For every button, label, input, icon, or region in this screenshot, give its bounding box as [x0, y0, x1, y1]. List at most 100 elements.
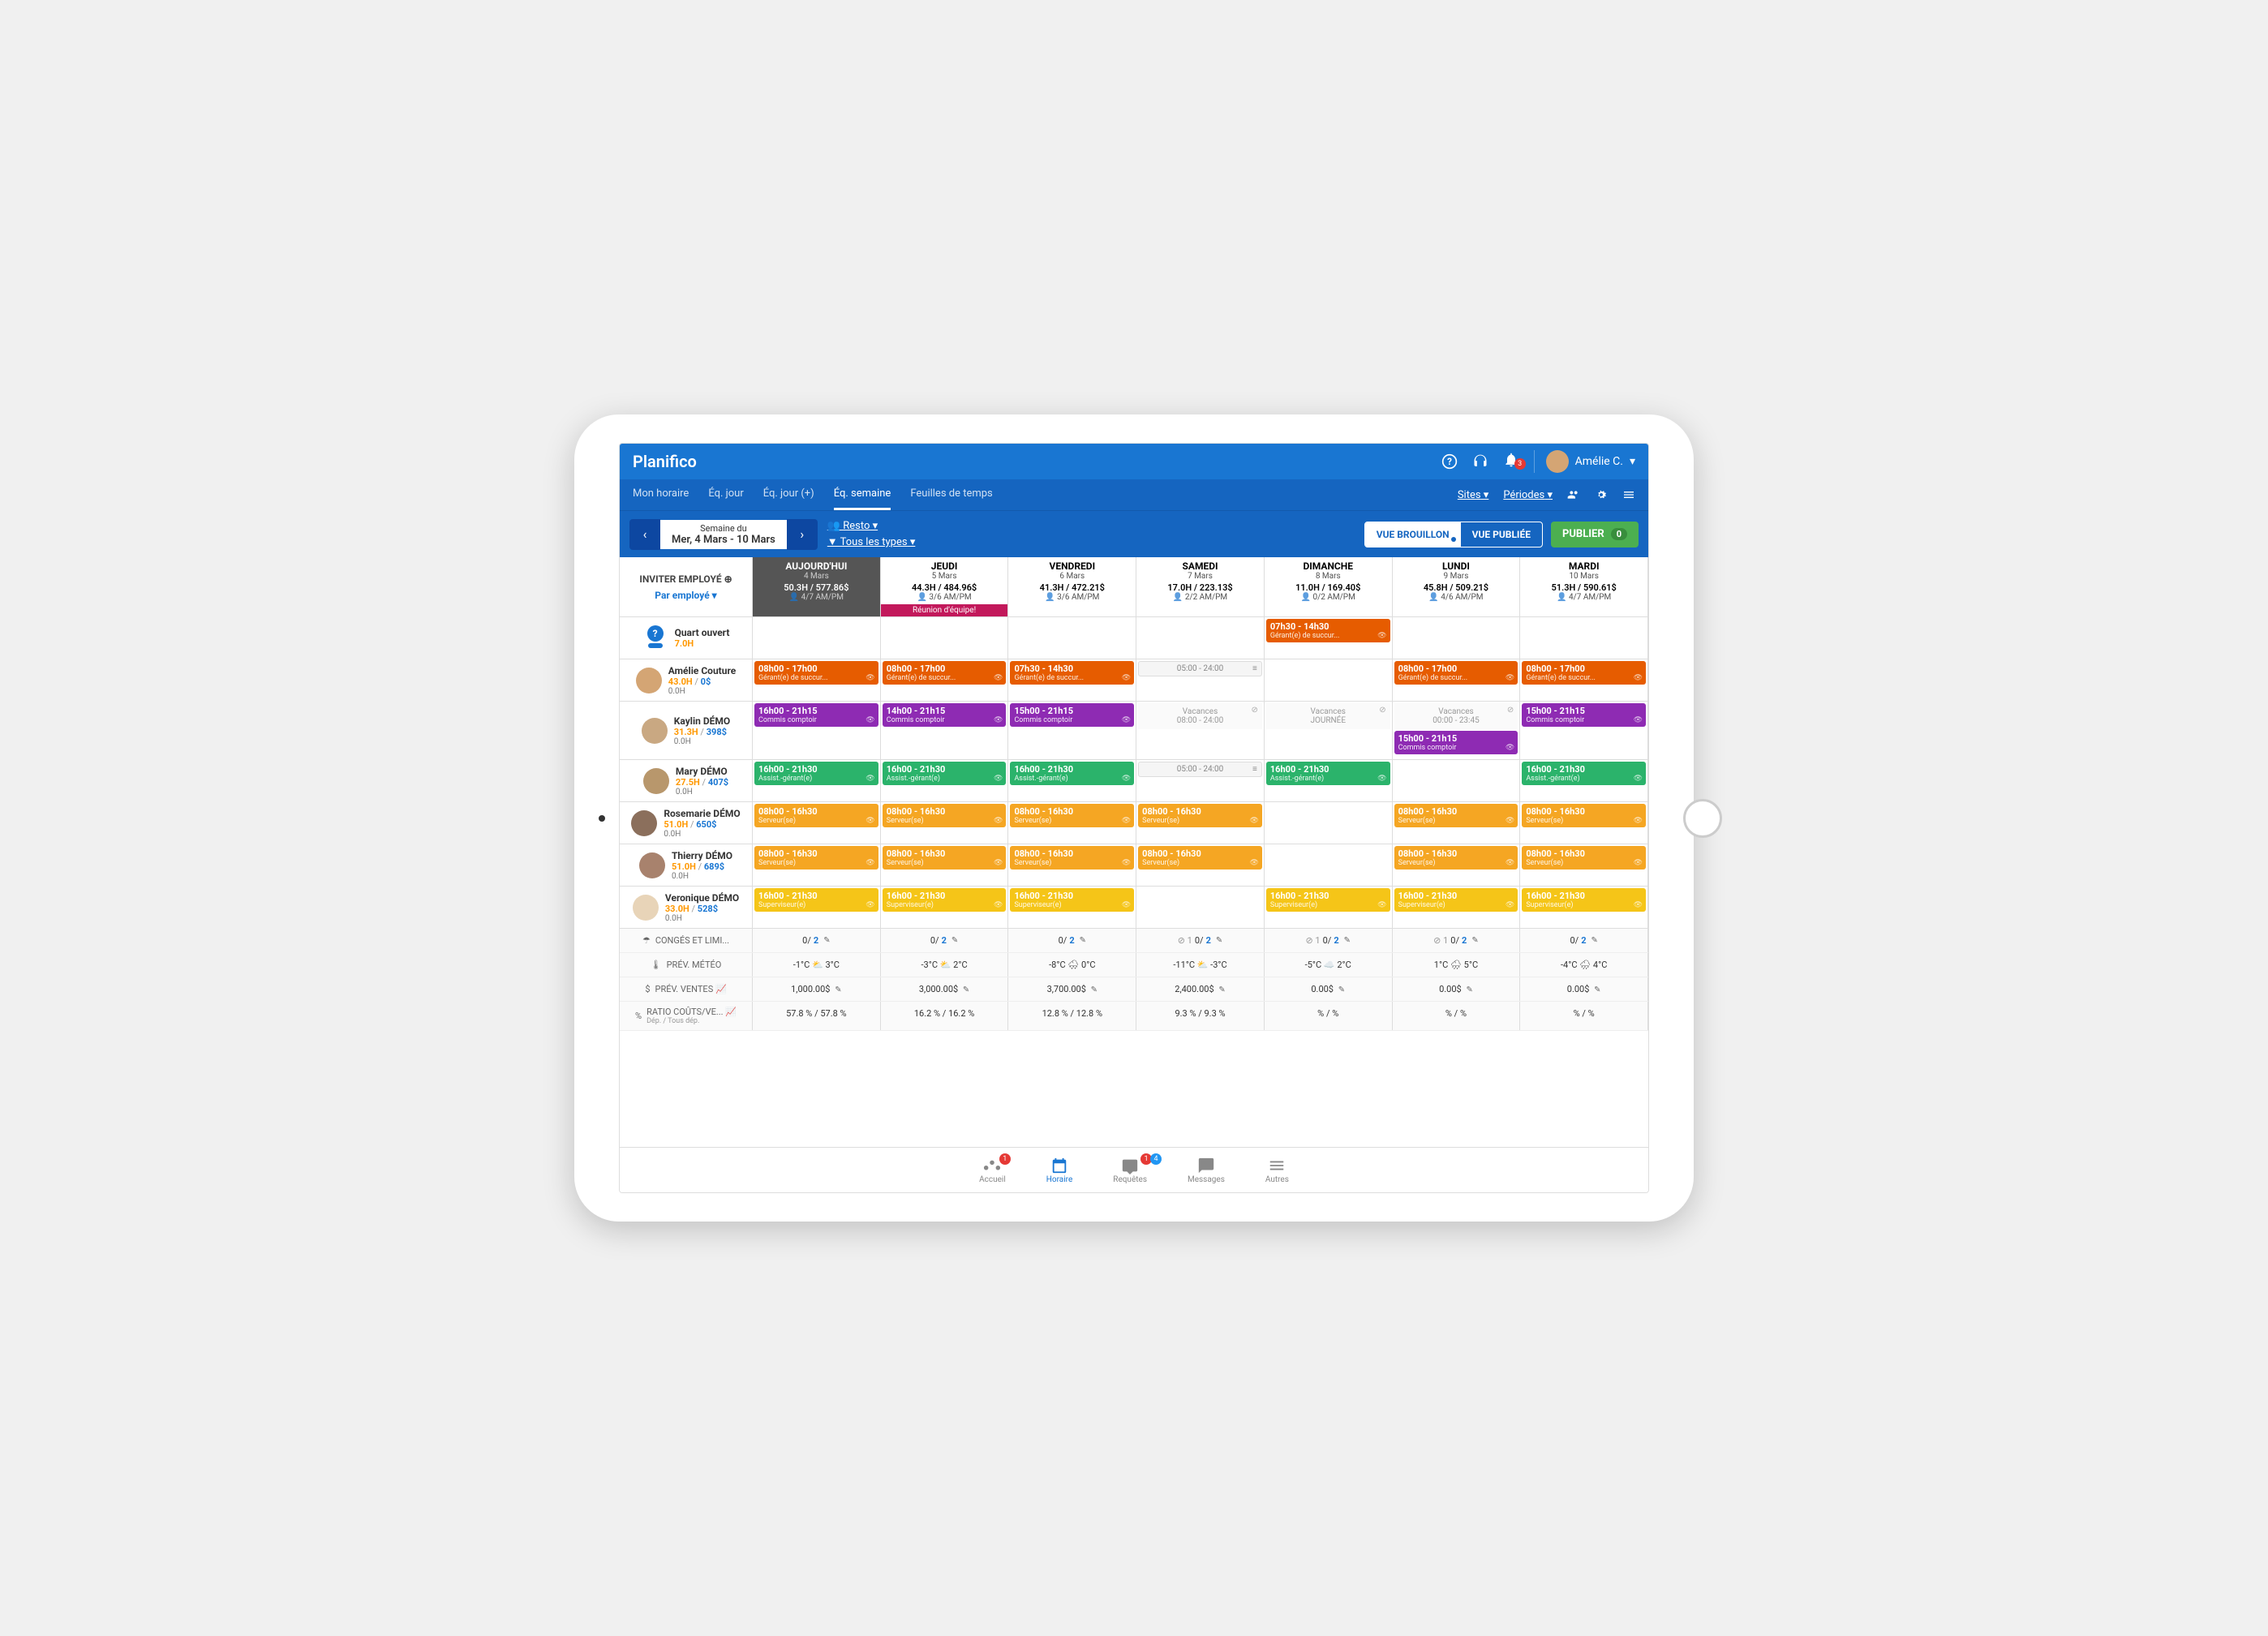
schedule-cell[interactable]: 08h00 - 16h30Serveur(se)👁 [1393, 802, 1521, 844]
shift-block[interactable]: 08h00 - 16h30Serveur(se)👁 [1010, 804, 1134, 827]
shift-block[interactable]: 08h00 - 16h30Serveur(se)👁 [883, 804, 1007, 827]
schedule-cell[interactable] [1008, 617, 1136, 659]
shift-block[interactable]: 08h00 - 16h30Serveur(se)👁 [754, 804, 878, 827]
shift-block[interactable]: 15h00 - 21h15Commis comptoir👁 [1522, 703, 1646, 727]
schedule-cell[interactable]: 16h00 - 21h30Superviseur(e)👁 [1265, 887, 1393, 928]
shift-block[interactable]: 16h00 - 21h30Superviseur(e)👁 [1522, 888, 1646, 912]
settings-icon[interactable] [1595, 488, 1608, 501]
schedule-cell[interactable]: 08h00 - 17h00Gérant(e) de succur...👁 [753, 659, 881, 701]
draft-view-button[interactable]: VUE BROUILLON [1365, 522, 1461, 547]
schedule-cell[interactable]: 08h00 - 17h00Gérant(e) de succur...👁 [881, 659, 1009, 701]
schedule-cell[interactable] [1393, 760, 1521, 801]
schedule-cell[interactable]: 08h00 - 16h30Serveur(se)👁 [1136, 802, 1265, 844]
schedule-cell[interactable]: 08h00 - 16h30Serveur(se)👁 [1136, 844, 1265, 886]
nav-tab[interactable]: Éq. jour [708, 479, 743, 510]
shift-block[interactable]: 08h00 - 16h30Serveur(se)👁 [1394, 846, 1518, 870]
invite-employee-button[interactable]: INVITER EMPLOYÉ ⊕ [628, 573, 744, 585]
schedule-cell[interactable]: 14h00 - 21h15Commis comptoir👁 [881, 702, 1009, 759]
prev-week-button[interactable]: ‹ [629, 519, 660, 550]
shift-block[interactable]: 16h00 - 21h30Assist.-gérant(e)👁 [883, 762, 1007, 785]
schedule-cell[interactable]: 16h00 - 21h30Assist.-gérant(e)👁 [753, 760, 881, 801]
schedule-cell[interactable]: 08h00 - 16h30Serveur(se)👁 [1008, 802, 1136, 844]
location-filter[interactable]: 👥 Resto ▾ [827, 520, 916, 532]
schedule-cell[interactable]: 08h00 - 16h30Serveur(se)👁 [753, 802, 881, 844]
schedule-cell[interactable]: 07h30 - 14h30Gérant(e) de succur...👁 [1265, 617, 1393, 659]
shift-block[interactable]: 07h30 - 14h30Gérant(e) de succur...👁 [1010, 661, 1134, 685]
schedule-cell[interactable] [1520, 617, 1648, 659]
shift-block[interactable]: 07h30 - 14h30Gérant(e) de succur...👁 [1266, 619, 1390, 642]
schedule-cell[interactable]: 08h00 - 17h00Gérant(e) de succur...👁 [1393, 659, 1521, 701]
shift-block[interactable]: 16h00 - 21h30Superviseur(e)👁 [1266, 888, 1390, 912]
schedule-cell[interactable]: 08h00 - 16h30Serveur(se)👁 [881, 802, 1009, 844]
schedule-cell[interactable]: 08h00 - 16h30Serveur(se)👁 [753, 844, 881, 886]
schedule-cell[interactable]: 16h00 - 21h30Superviseur(e)👁 [1008, 887, 1136, 928]
published-view-button[interactable]: VUE PUBLIÉE [1461, 522, 1542, 547]
schedule-cell[interactable]: 08h00 - 16h30Serveur(se)👁 [1393, 844, 1521, 886]
home-button[interactable] [1683, 799, 1722, 838]
shift-block[interactable]: 15h00 - 21h15Commis comptoir👁 [1394, 731, 1518, 754]
schedule-cell[interactable] [1265, 844, 1393, 886]
shift-block[interactable]: 08h00 - 16h30Serveur(se)👁 [754, 846, 878, 870]
schedule-cell[interactable]: 05:00 - 24:00≡ [1136, 659, 1265, 701]
schedule-cell[interactable]: Vacances00:00 - 23:4515h00 - 21h15Commis… [1393, 702, 1521, 759]
schedule-cell[interactable] [1265, 802, 1393, 844]
schedule-cell[interactable]: 16h00 - 21h30Assist.-gérant(e)👁 [1265, 760, 1393, 801]
schedule-cell[interactable]: 16h00 - 21h15Commis comptoir👁 [753, 702, 881, 759]
nav-tab[interactable]: Éq. jour (+) [763, 479, 814, 510]
shift-block[interactable]: 14h00 - 21h15Commis comptoir👁 [883, 703, 1007, 727]
schedule-cell[interactable]: 07h30 - 14h30Gérant(e) de succur...👁 [1008, 659, 1136, 701]
nav-tab[interactable]: Mon horaire [633, 479, 689, 510]
shift-block[interactable]: 16h00 - 21h30Superviseur(e)👁 [1394, 888, 1518, 912]
schedule-cell[interactable]: Vacances08:00 - 24:00 [1136, 702, 1265, 759]
schedule-cell[interactable]: 16h00 - 21h30Assist.-gérant(e)👁 [1520, 760, 1648, 801]
bottom-nav-item[interactable]: Autres [1265, 1157, 1289, 1184]
periods-dropdown[interactable]: Périodes ▾ [1503, 489, 1553, 501]
shift-block[interactable]: 08h00 - 16h30Serveur(se)👁 [1138, 804, 1262, 827]
shift-block[interactable]: 08h00 - 16h30Serveur(se)👁 [1010, 846, 1134, 870]
next-week-button[interactable]: › [787, 519, 818, 550]
headset-icon[interactable] [1472, 453, 1488, 470]
shift-block[interactable]: 16h00 - 21h30Superviseur(e)👁 [1010, 888, 1134, 912]
schedule-cell[interactable]: 16h00 - 21h30Superviseur(e)👁 [1520, 887, 1648, 928]
schedule-cell[interactable] [881, 617, 1009, 659]
shift-block[interactable]: 08h00 - 17h00Gérant(e) de succur...👁 [883, 661, 1007, 685]
sites-dropdown[interactable]: Sites ▾ [1458, 489, 1489, 501]
team-icon[interactable] [1567, 488, 1580, 501]
schedule-cell[interactable] [1136, 887, 1265, 928]
shift-block[interactable]: 16h00 - 21h15Commis comptoir👁 [754, 703, 878, 727]
menu-icon[interactable] [1622, 488, 1635, 501]
schedule-cell[interactable]: 16h00 - 21h30Superviseur(e)👁 [881, 887, 1009, 928]
schedule-cell[interactable] [753, 617, 881, 659]
user-menu[interactable]: Amélie C. ▾ [1534, 450, 1635, 473]
schedule-cell[interactable] [1393, 617, 1521, 659]
shift-block[interactable]: 08h00 - 17h00Gérant(e) de succur...👁 [754, 661, 878, 685]
schedule-cell[interactable]: 16h00 - 21h30Superviseur(e)👁 [753, 887, 881, 928]
schedule-cell[interactable]: 05:00 - 24:00≡ [1136, 760, 1265, 801]
schedule-cell[interactable]: 16h00 - 21h30Assist.-gérant(e)👁 [881, 760, 1009, 801]
nav-tab[interactable]: Feuilles de temps [910, 479, 992, 510]
schedule-cell[interactable]: 08h00 - 16h30Serveur(se)👁 [1520, 844, 1648, 886]
schedule-cell[interactable]: 08h00 - 17h00Gérant(e) de succur...👁 [1520, 659, 1648, 701]
bottom-nav-item[interactable]: Horaire [1046, 1157, 1073, 1184]
week-picker[interactable]: Semaine du Mer, 4 Mars - 10 Mars [660, 520, 787, 549]
shift-block[interactable]: 08h00 - 17h00Gérant(e) de succur...👁 [1522, 661, 1646, 685]
schedule-cell[interactable]: 15h00 - 21h15Commis comptoir👁 [1520, 702, 1648, 759]
bottom-nav-item[interactable]: Requêtes14 [1113, 1157, 1147, 1184]
schedule-cell[interactable]: 15h00 - 21h15Commis comptoir👁 [1008, 702, 1136, 759]
shift-block[interactable]: 15h00 - 21h15Commis comptoir👁 [1010, 703, 1134, 727]
type-filter[interactable]: ▼ Tous les types ▾ [827, 535, 916, 548]
shift-block[interactable]: 08h00 - 16h30Serveur(se)👁 [1394, 804, 1518, 827]
schedule-cell[interactable]: 08h00 - 16h30Serveur(se)👁 [881, 844, 1009, 886]
shift-block[interactable]: 16h00 - 21h30Assist.-gérant(e)👁 [1522, 762, 1646, 785]
bottom-nav-item[interactable]: Accueil1 [979, 1157, 1006, 1184]
help-icon[interactable]: ? [1441, 453, 1458, 470]
nav-tab[interactable]: Éq. semaine [834, 479, 891, 510]
publish-button[interactable]: PUBLIER0 [1551, 522, 1639, 547]
shift-block[interactable]: 16h00 - 21h30Assist.-gérant(e)👁 [1010, 762, 1134, 785]
schedule-cell[interactable] [1265, 659, 1393, 701]
shift-block[interactable]: 16h00 - 21h30Superviseur(e)👁 [883, 888, 1007, 912]
shift-block[interactable]: 16h00 - 21h30Assist.-gérant(e)👁 [754, 762, 878, 785]
bottom-nav-item[interactable]: Messages [1188, 1157, 1225, 1184]
bell-icon[interactable] [1503, 452, 1519, 471]
shift-block[interactable]: 16h00 - 21h30Assist.-gérant(e)👁 [1266, 762, 1390, 785]
